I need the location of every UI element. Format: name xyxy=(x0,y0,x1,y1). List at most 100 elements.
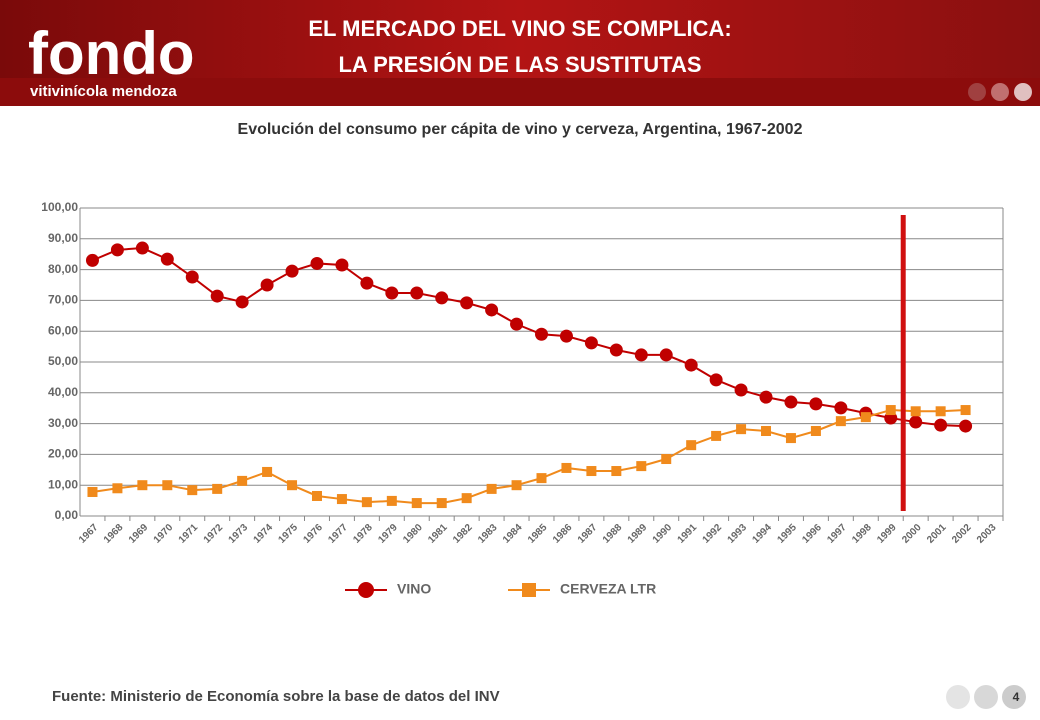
x-tick-label: 1988 xyxy=(601,522,625,546)
data-point xyxy=(885,405,896,416)
data-point xyxy=(784,395,798,409)
x-tick-label: 1974 xyxy=(252,522,276,546)
data-point xyxy=(435,291,449,305)
x-tick-label: 1989 xyxy=(626,522,650,546)
deco-dot xyxy=(968,83,986,101)
x-tick-label: 1982 xyxy=(451,522,475,546)
x-tick-label: 2001 xyxy=(925,522,949,546)
deco-dot xyxy=(991,83,1009,101)
data-point xyxy=(485,303,499,317)
x-tick-label: 1984 xyxy=(501,522,525,546)
data-point xyxy=(511,480,522,491)
data-point xyxy=(561,462,572,473)
y-tick-label: 70,00 xyxy=(48,293,78,307)
data-point xyxy=(611,466,622,477)
data-point xyxy=(386,495,397,506)
x-tick-label: 1986 xyxy=(551,522,575,546)
data-point xyxy=(609,343,623,357)
y-tick-label: 40,00 xyxy=(48,385,78,399)
data-point xyxy=(785,433,796,444)
deco-dot xyxy=(946,685,970,709)
data-point xyxy=(112,483,123,494)
x-tick-label: 1972 xyxy=(202,522,226,546)
data-point xyxy=(262,466,273,477)
data-point xyxy=(661,454,672,465)
data-point xyxy=(810,425,821,436)
x-tick-label: 2003 xyxy=(975,522,999,546)
data-point xyxy=(461,493,472,504)
data-point xyxy=(85,253,99,267)
x-tick-label: 1994 xyxy=(750,522,774,546)
legend-label: CERVEZA LTR xyxy=(560,581,656,597)
data-point xyxy=(212,483,223,494)
data-point xyxy=(162,480,173,491)
data-point xyxy=(535,327,548,341)
data-point xyxy=(285,264,299,278)
data-point xyxy=(834,401,848,415)
y-tick-label: 0,00 xyxy=(55,508,79,522)
data-point xyxy=(187,485,198,496)
page-number: 4 xyxy=(1013,690,1020,704)
deco-dot xyxy=(1014,83,1032,101)
data-point xyxy=(909,415,923,429)
y-tick-label: 50,00 xyxy=(48,354,78,368)
x-tick-label: 1997 xyxy=(825,522,849,546)
chart-title: Evolución del consumo per cápita de vino… xyxy=(238,121,803,138)
data-point xyxy=(709,373,723,387)
data-point xyxy=(586,466,597,477)
logo-subtitle: vitivinícola mendoza xyxy=(30,83,177,100)
data-point xyxy=(460,296,474,310)
x-tick-label: 1998 xyxy=(850,522,874,546)
data-point xyxy=(734,383,748,397)
data-point xyxy=(237,475,248,486)
logo: fondo xyxy=(28,20,195,87)
data-point xyxy=(361,497,372,508)
x-tick-label: 1985 xyxy=(526,522,550,546)
data-point xyxy=(411,498,422,509)
data-point xyxy=(135,241,149,255)
data-point xyxy=(536,473,547,484)
data-point xyxy=(636,461,647,472)
data-point xyxy=(959,419,973,433)
x-tick-label: 1978 xyxy=(351,522,375,546)
x-tick-label: 1992 xyxy=(701,522,725,546)
data-point xyxy=(486,483,497,494)
data-point xyxy=(934,418,948,432)
slide-title: EL MERCADO DEL VINO SE COMPLICA: xyxy=(308,16,731,41)
x-tick-label: 1971 xyxy=(177,522,201,546)
data-point xyxy=(410,286,424,300)
data-point xyxy=(584,336,598,350)
data-point xyxy=(659,348,673,362)
y-tick-label: 90,00 xyxy=(48,231,78,245)
data-point xyxy=(260,278,274,292)
x-tick-label: 1977 xyxy=(326,522,350,546)
x-tick-label: 1973 xyxy=(227,522,251,546)
legend-marker xyxy=(358,582,374,598)
header-strip xyxy=(0,78,1040,106)
x-tick-label: 1967 xyxy=(77,522,101,546)
source: Fuente: Ministerio de Economía sobre la … xyxy=(52,688,500,705)
data-point xyxy=(559,329,573,343)
data-point xyxy=(137,480,148,491)
data-point xyxy=(310,256,324,270)
data-point xyxy=(510,317,524,331)
data-point xyxy=(160,252,174,266)
data-point xyxy=(210,289,224,303)
x-tick-label: 1970 xyxy=(152,522,176,546)
x-tick-label: 1976 xyxy=(301,522,325,546)
data-point xyxy=(686,440,697,451)
y-tick-label: 80,00 xyxy=(48,262,78,276)
data-point xyxy=(835,416,846,427)
data-point xyxy=(761,425,772,436)
x-tick-label: 1969 xyxy=(127,522,151,546)
deco-dot xyxy=(1002,685,1026,709)
data-point xyxy=(335,258,349,272)
y-tick-label: 60,00 xyxy=(48,323,78,337)
data-point xyxy=(385,286,399,300)
x-tick-label: 2002 xyxy=(950,522,974,546)
data-point xyxy=(87,486,98,497)
x-tick-label: 1983 xyxy=(476,522,500,546)
x-tick-label: 1975 xyxy=(277,522,301,546)
x-tick-label: 1996 xyxy=(800,522,824,546)
